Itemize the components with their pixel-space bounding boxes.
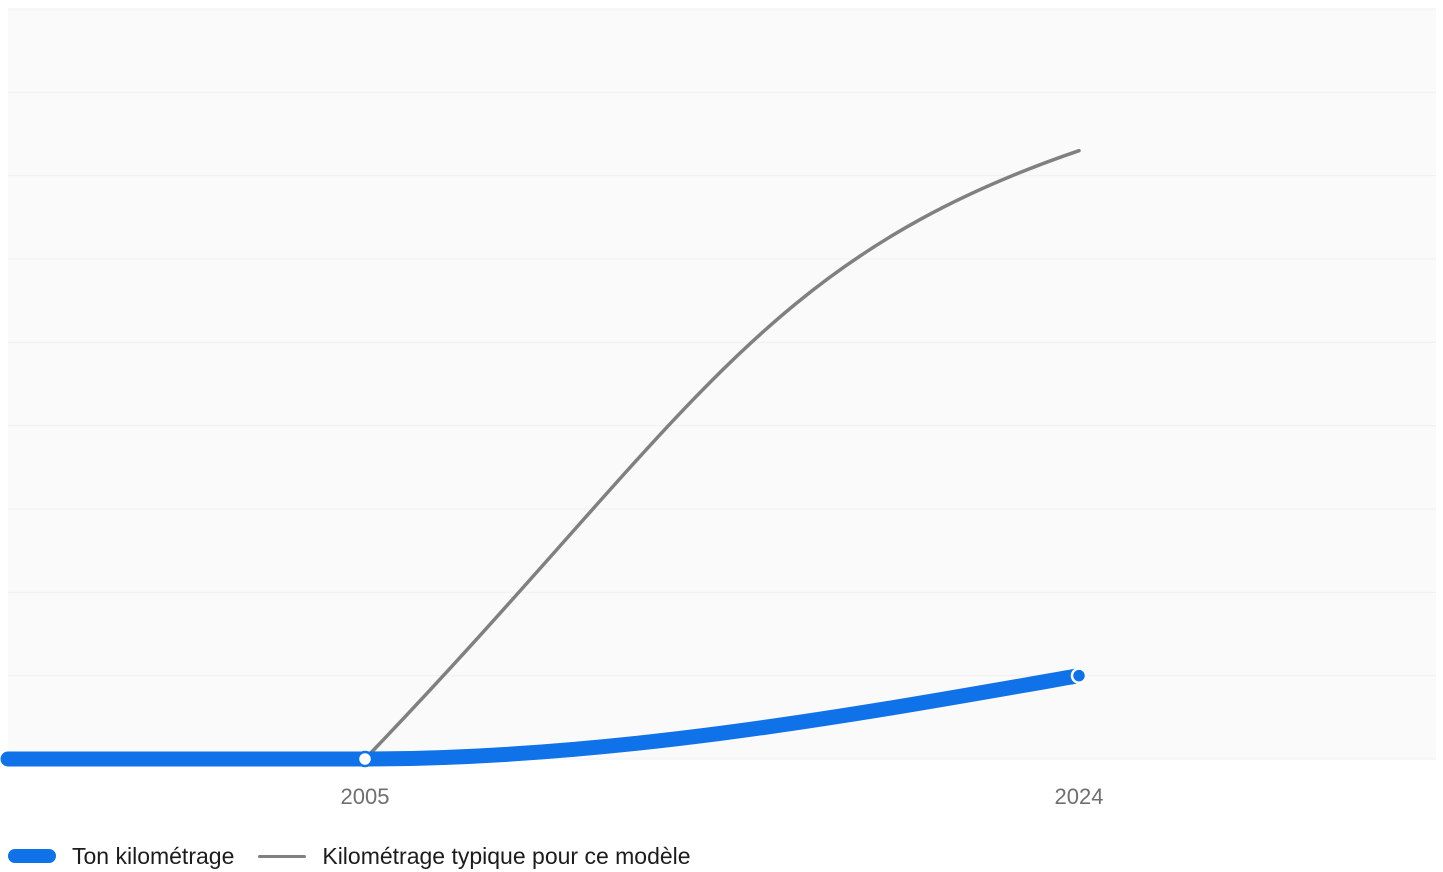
x-axis-tick-labels: 2005 2024 <box>341 784 1104 809</box>
legend-swatch-typical <box>258 854 307 858</box>
grid-lines <box>8 8 1436 760</box>
series-lines <box>0 148 1087 767</box>
series-marker-yours <box>356 750 374 768</box>
series-line-yours <box>0 668 1087 767</box>
series-marker-yours <box>1070 667 1088 684</box>
series-line-typical <box>363 148 1081 761</box>
x-tick-label: 2005 <box>341 784 390 809</box>
legend-label-yours: Ton kilométrage <box>72 842 235 869</box>
legend-item-typical: Kilométrage typique pour ce modèle <box>258 842 691 870</box>
legend-swatch-yours <box>8 849 56 863</box>
plot-area-background <box>8 9 1436 759</box>
legend-label-typical: Kilométrage typique pour ce modèle <box>322 842 691 869</box>
x-tick-label: 2024 <box>1055 784 1104 809</box>
legend-item-yours: Ton kilométrage <box>8 843 234 870</box>
series-markers <box>356 667 1088 768</box>
chart-legend: Ton kilométrage Kilométrage typique pour… <box>8 840 691 872</box>
